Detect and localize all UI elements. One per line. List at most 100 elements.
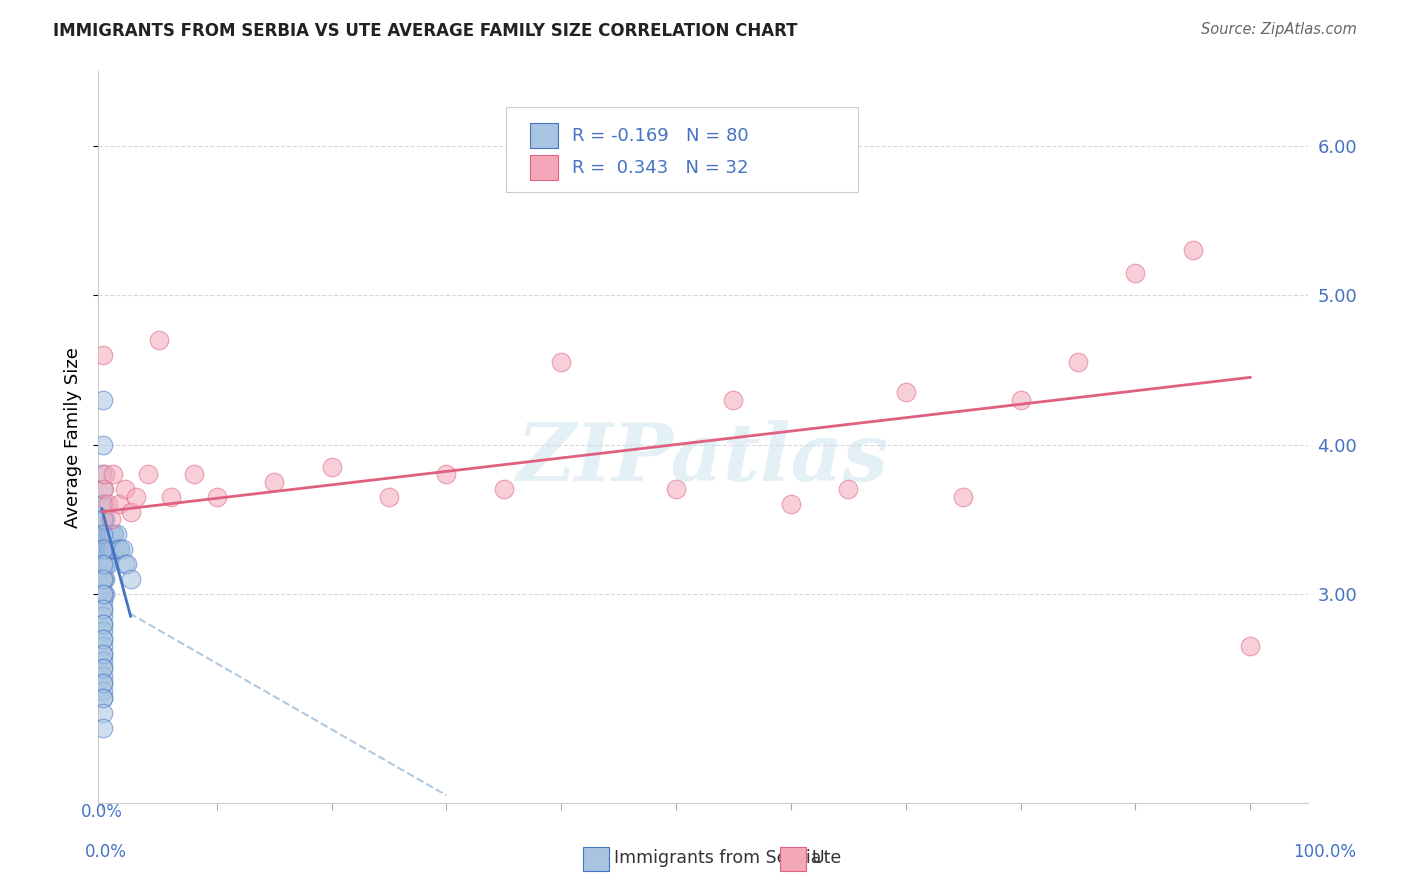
- Point: [103, 527, 125, 541]
- Point: [665, 483, 688, 497]
- Point: [115, 557, 138, 571]
- Text: R =  0.343   N = 32: R = 0.343 N = 32: [572, 159, 749, 177]
- Point: [91, 654, 114, 668]
- Point: [93, 572, 115, 586]
- Y-axis label: Average Family Size: Average Family Size: [65, 347, 83, 527]
- Text: Immigrants from Serbia: Immigrants from Serbia: [614, 849, 821, 867]
- Point: [91, 616, 114, 631]
- Point: [91, 587, 114, 601]
- Point: [550, 355, 572, 369]
- Point: [91, 601, 114, 615]
- Point: [91, 542, 114, 557]
- Point: [120, 572, 142, 586]
- Point: [120, 505, 142, 519]
- Point: [94, 512, 117, 526]
- Point: [434, 467, 457, 482]
- Point: [91, 467, 114, 482]
- Point: [91, 676, 114, 690]
- Point: [91, 632, 114, 646]
- Point: [91, 647, 114, 661]
- Point: [96, 527, 118, 541]
- Point: [93, 557, 115, 571]
- Text: R = -0.169   N = 80: R = -0.169 N = 80: [572, 127, 749, 145]
- Point: [110, 542, 132, 557]
- Point: [93, 497, 115, 511]
- Point: [114, 557, 136, 571]
- Point: [100, 512, 122, 526]
- Point: [91, 721, 114, 735]
- Point: [97, 527, 120, 541]
- Point: [492, 483, 515, 497]
- Point: [93, 512, 115, 526]
- Point: [205, 490, 228, 504]
- Point: [91, 632, 114, 646]
- Point: [1010, 392, 1032, 407]
- Point: [321, 459, 343, 474]
- Point: [125, 490, 148, 504]
- Point: [91, 661, 114, 675]
- Point: [93, 557, 115, 571]
- Point: [837, 483, 859, 497]
- Point: [91, 587, 114, 601]
- Point: [94, 587, 117, 601]
- Point: [93, 512, 115, 526]
- Point: [91, 683, 114, 698]
- Point: [94, 542, 117, 557]
- Point: [91, 691, 114, 706]
- Point: [96, 542, 118, 557]
- Point: [378, 490, 401, 504]
- Point: [183, 467, 205, 482]
- Point: [1181, 244, 1204, 258]
- Point: [91, 669, 114, 683]
- Text: Ute: Ute: [811, 849, 842, 867]
- Point: [98, 527, 121, 541]
- Point: [91, 527, 114, 541]
- Point: [91, 647, 114, 661]
- Point: [101, 542, 124, 557]
- Point: [91, 706, 114, 721]
- Point: [91, 624, 114, 639]
- Point: [91, 601, 114, 615]
- Point: [91, 616, 114, 631]
- Point: [91, 437, 114, 451]
- Point: [93, 527, 115, 541]
- Point: [104, 542, 127, 557]
- Point: [91, 609, 114, 624]
- Point: [94, 467, 117, 482]
- Point: [93, 542, 115, 557]
- Point: [91, 661, 114, 675]
- Point: [91, 348, 114, 362]
- Point: [97, 542, 120, 557]
- Point: [108, 542, 131, 557]
- Point: [97, 497, 120, 511]
- Point: [91, 572, 114, 586]
- Point: [1123, 266, 1146, 280]
- Point: [159, 490, 181, 504]
- Point: [97, 542, 120, 557]
- Point: [114, 483, 136, 497]
- Text: 0.0%: 0.0%: [84, 843, 127, 861]
- Point: [952, 490, 974, 504]
- Text: ZIPatlas: ZIPatlas: [517, 420, 889, 498]
- Point: [91, 691, 114, 706]
- Point: [94, 557, 117, 571]
- Point: [91, 557, 114, 571]
- Point: [723, 392, 745, 407]
- Point: [779, 497, 801, 511]
- Point: [91, 497, 114, 511]
- Point: [108, 497, 131, 511]
- Point: [103, 542, 125, 557]
- Text: Source: ZipAtlas.com: Source: ZipAtlas.com: [1201, 22, 1357, 37]
- Point: [94, 572, 117, 586]
- Point: [91, 527, 114, 541]
- Point: [91, 512, 114, 526]
- Point: [93, 587, 115, 601]
- Point: [100, 527, 122, 541]
- Point: [93, 483, 115, 497]
- Point: [1239, 639, 1261, 653]
- Point: [93, 527, 115, 541]
- Point: [91, 542, 114, 557]
- Point: [91, 572, 114, 586]
- Point: [136, 467, 159, 482]
- Point: [91, 392, 114, 407]
